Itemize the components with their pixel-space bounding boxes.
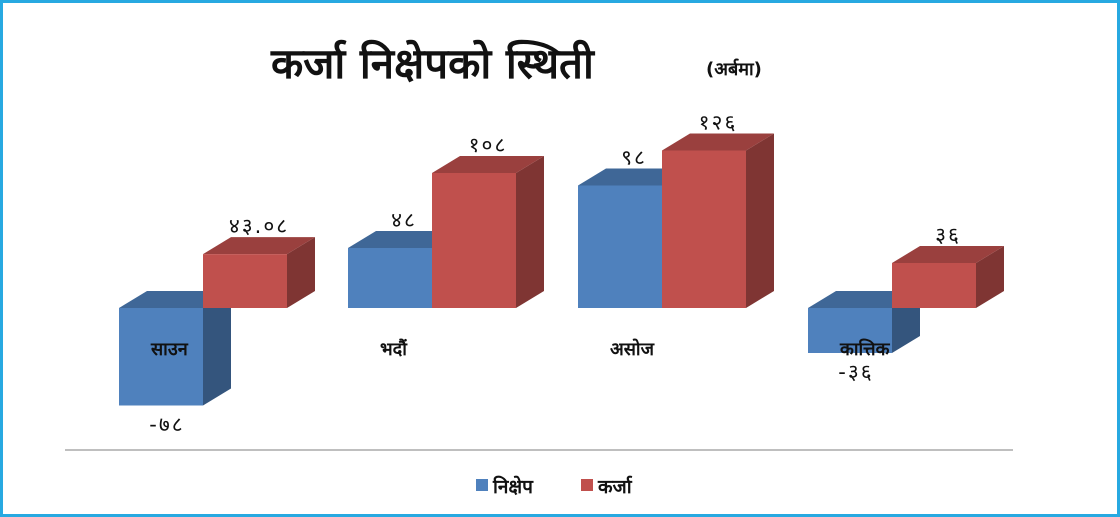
bar-top-face: [892, 246, 1004, 263]
bar-top-face: [662, 133, 774, 151]
bar-side-face: [976, 246, 1004, 308]
bar-front-face: [432, 173, 516, 308]
data-label-loan-1: ४३.०८: [229, 214, 289, 238]
data-label-deposit-2: ४८: [391, 208, 417, 232]
category-label-1: साउन: [150, 339, 189, 360]
chart-svg: कर्जा निक्षेपको स्थिती (अर्बमा) -७८ ४३.०८…: [65, 39, 1013, 498]
bar-loan-3: [662, 133, 774, 308]
legend: निक्षेप कर्जा: [476, 475, 633, 498]
legend-label-deposit: निक्षेप: [492, 475, 534, 498]
bars-group: -७८ ४३.०८ साउन ४८ १०८ भदौं ९८ १२६ असोज -३६ ३६ कात्त…: [119, 111, 1004, 437]
bar-deposit-1: [119, 291, 231, 406]
data-label-loan-4: ३६: [935, 223, 961, 247]
bar-front-face: [578, 185, 662, 308]
data-label-loan-3: १२६: [699, 111, 738, 135]
legend-label-loan: कर्जा: [597, 475, 633, 498]
data-label-deposit-4: -३६: [838, 360, 873, 384]
bar-front-face: [662, 150, 746, 308]
bar-loan-1: [203, 237, 315, 308]
bar-front-face: [892, 263, 976, 308]
bar-top-face: [203, 237, 315, 255]
bar-front-face: [119, 308, 203, 406]
data-label-deposit-3: ९८: [621, 146, 647, 170]
category-label-4: कात्तिक: [839, 338, 891, 360]
chart-title: कर्जा निक्षेपको स्थिती: [270, 39, 596, 88]
bar-side-face: [746, 133, 774, 308]
data-label-deposit-1: -७८: [149, 413, 184, 437]
legend-swatch-loan: [581, 479, 593, 491]
legend-swatch-deposit: [476, 479, 488, 491]
category-label-2: भदौं: [380, 338, 408, 360]
bar-loan-2: [432, 156, 544, 308]
bar-side-face: [287, 237, 315, 308]
bar-loan-4: [892, 246, 1004, 308]
chart-subtitle: (अर्बमा): [706, 58, 762, 80]
bar-front-face: [203, 254, 287, 308]
bar-top-face: [432, 156, 544, 173]
bar-front-face: [348, 248, 432, 308]
category-label-3: असोज: [610, 338, 655, 360]
bar-side-face: [203, 291, 231, 406]
bar-front-face: [808, 308, 892, 353]
data-label-loan-2: १०८: [469, 133, 508, 157]
bar-side-face: [516, 156, 544, 308]
